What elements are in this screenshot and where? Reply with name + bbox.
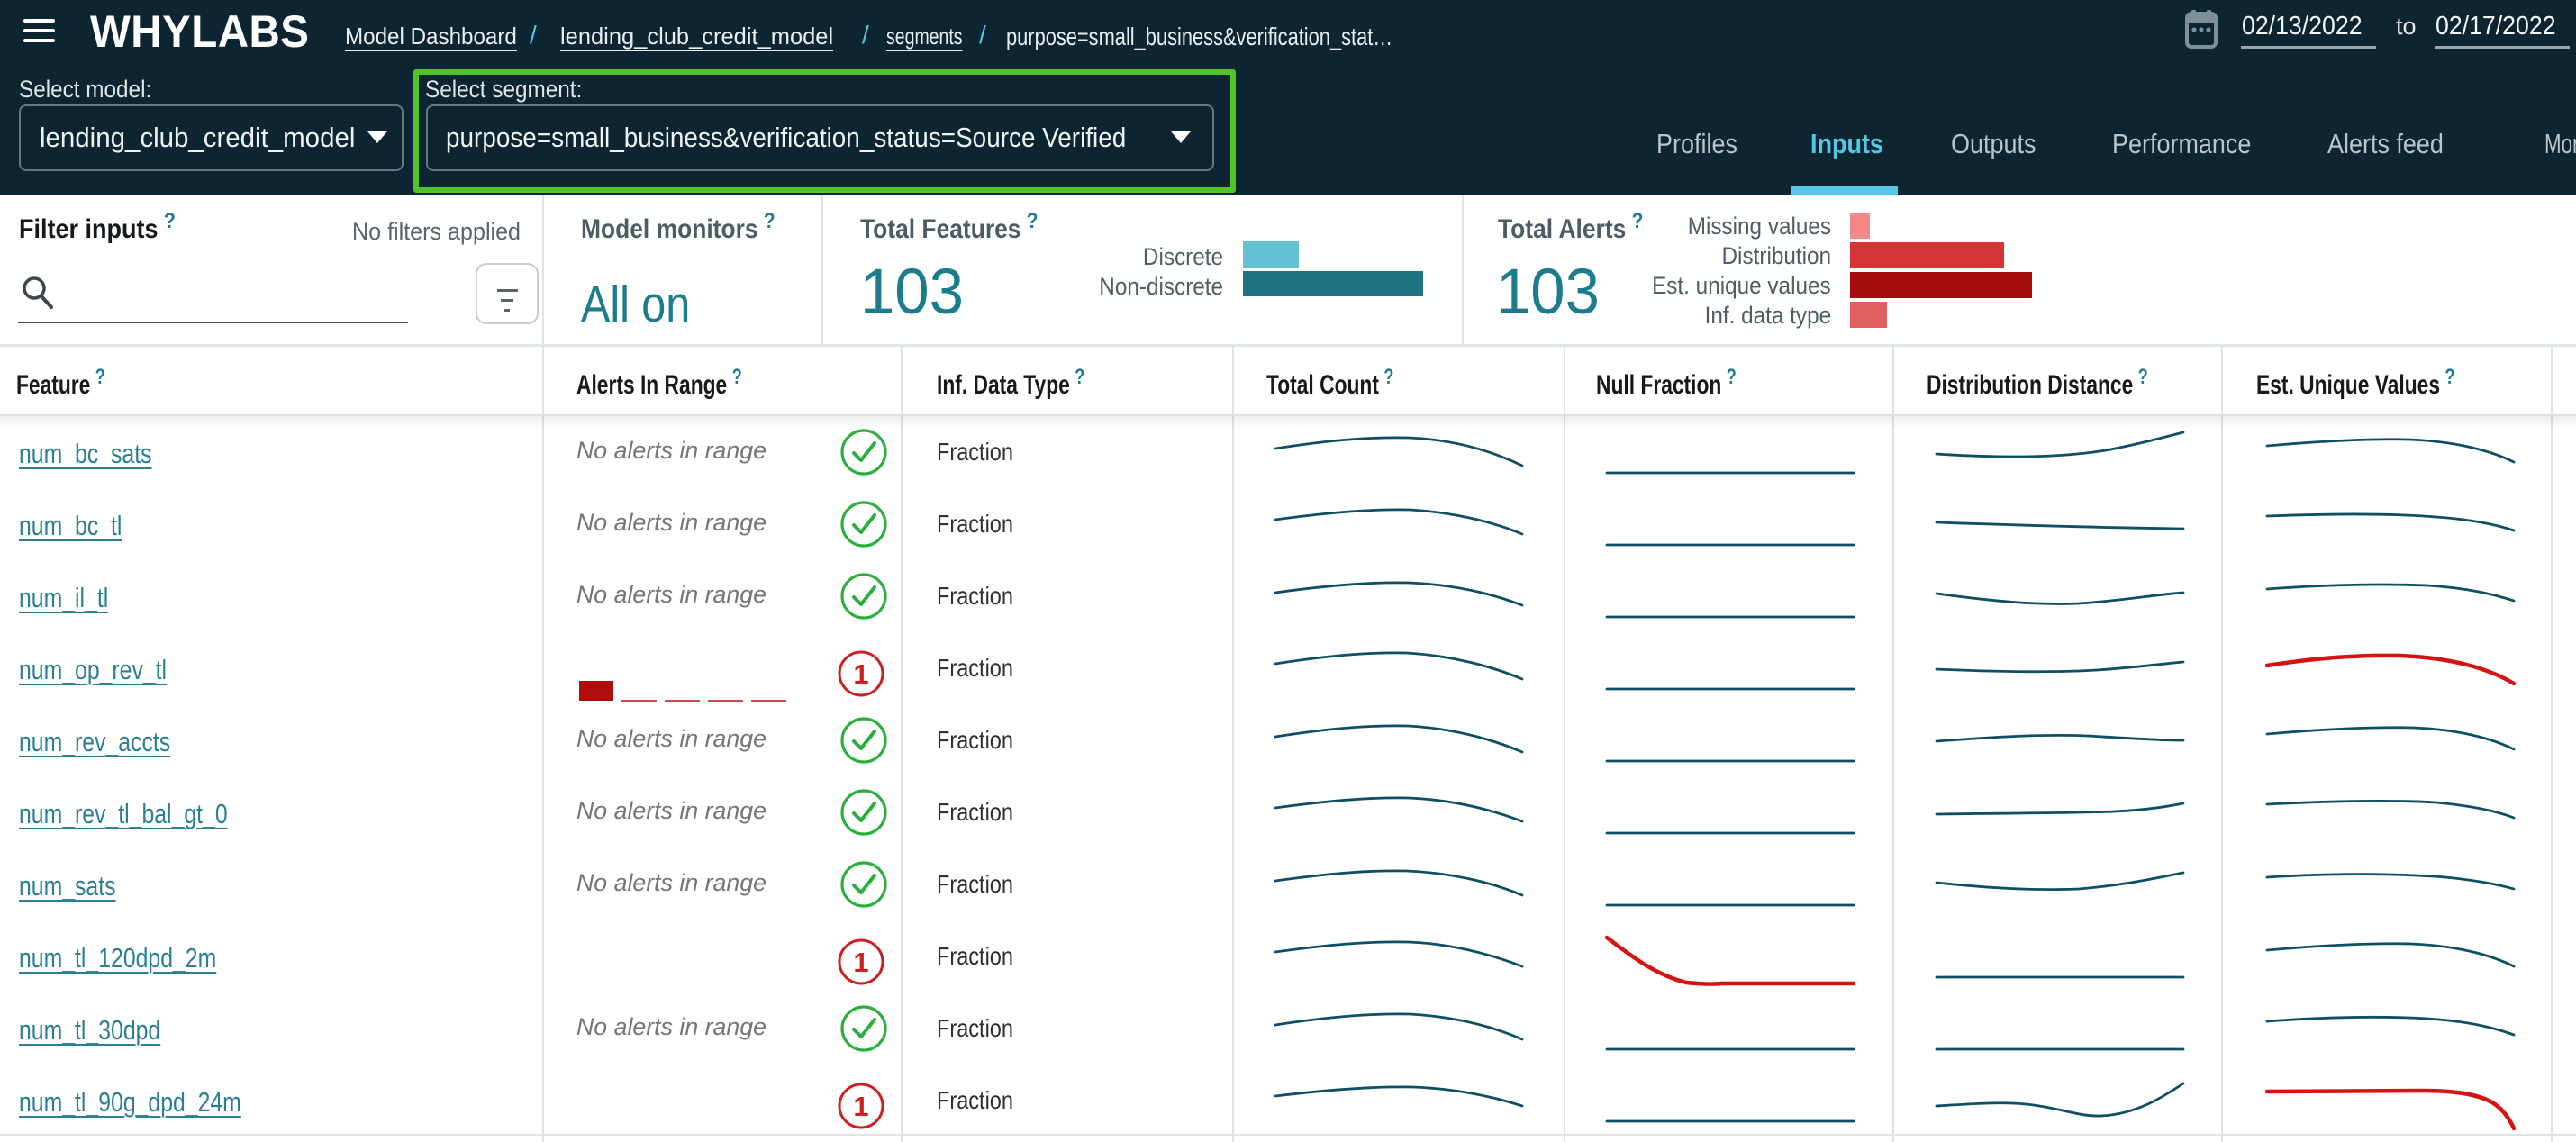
svg-text:1: 1 [853, 658, 868, 690]
svg-text:1: 1 [853, 947, 868, 978]
svg-text:1: 1 [853, 1091, 868, 1122]
